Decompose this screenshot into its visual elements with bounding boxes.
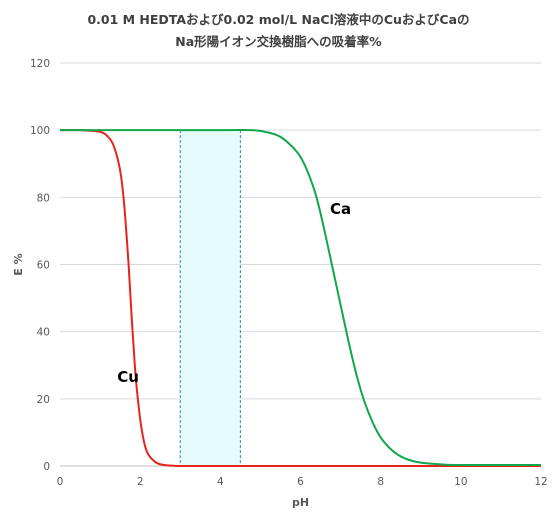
series-line-ca	[60, 128, 542, 467]
x-tick-label: 6	[297, 476, 304, 488]
chart-title-line1: 0.01 M HEDTAおよび0.02 mol/L NaCl溶液中のCuおよびC…	[87, 12, 470, 27]
y-tick-label: 120	[30, 58, 50, 70]
x-tick-label: 10	[454, 476, 467, 488]
y-tick-label: 20	[37, 394, 50, 406]
grid-lines	[60, 62, 541, 467]
shaded-band	[180, 130, 241, 466]
x-tick-label: 2	[137, 476, 144, 488]
x-tick-label: 8	[377, 476, 384, 488]
y-tick-label: 40	[37, 327, 50, 339]
annotations: Cu Ca	[117, 200, 351, 386]
y-tick-label: 0	[43, 461, 50, 473]
curve-label-cu: Cu	[117, 368, 139, 386]
y-tick-label: 60	[37, 260, 50, 272]
x-tick-label: 4	[217, 476, 224, 488]
x-axis-label: pH	[292, 496, 309, 509]
chart-title-line2: Na形陽イオン交換樹脂への吸着率%	[175, 34, 382, 49]
y-axis-label: E %	[12, 253, 25, 275]
y-tick-label: 80	[37, 192, 50, 204]
axis-ticks: 0 20 40 60 80 100 120 0 2 4 6 8 10 12	[30, 58, 548, 488]
curve-label-ca: Ca	[330, 200, 351, 218]
series-lines	[59, 128, 542, 468]
x-tick-label: 12	[534, 476, 547, 488]
shaded-region	[179, 130, 241, 466]
series-line-cu	[59, 129, 541, 468]
x-tick-label: 0	[57, 476, 64, 488]
y-tick-label: 100	[30, 125, 50, 137]
